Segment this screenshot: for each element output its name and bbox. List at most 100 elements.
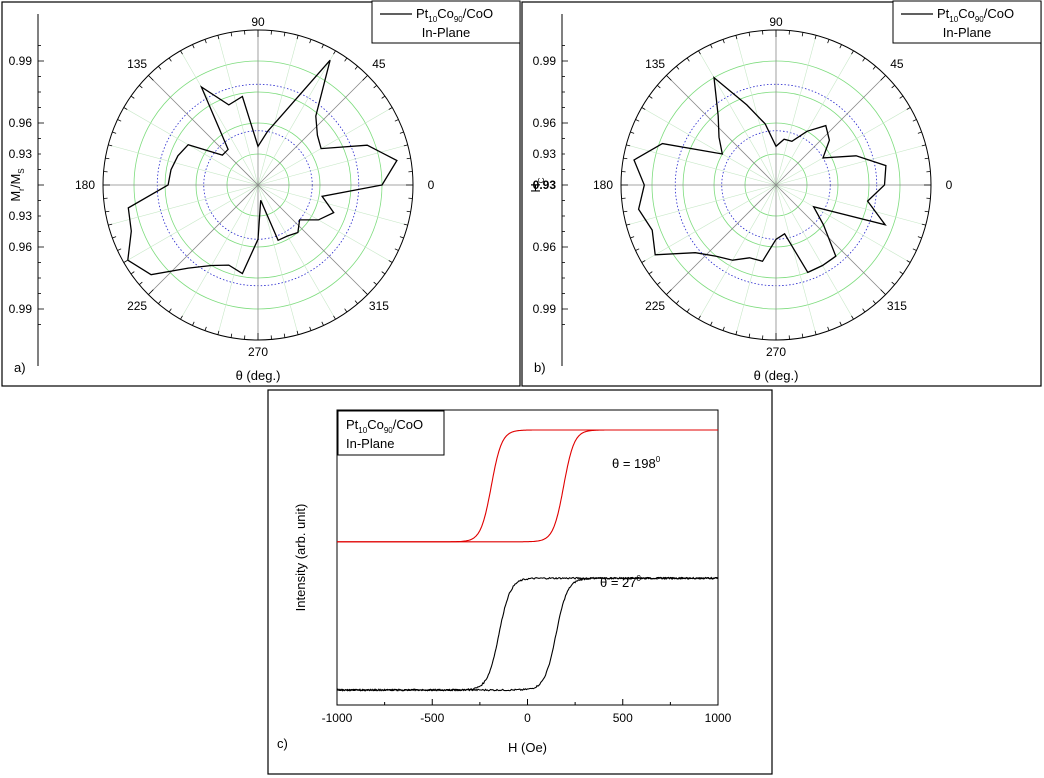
panel-label: b)	[534, 360, 546, 375]
angle-tick	[626, 223, 631, 226]
angle-tick	[296, 35, 299, 40]
angle-tick	[399, 236, 404, 239]
angle-tick	[666, 289, 672, 295]
angle-tick	[130, 95, 135, 99]
angle-tick	[362, 75, 368, 81]
radial-label: 0.93	[9, 147, 33, 161]
grid-spoke-minor	[775, 50, 854, 186]
grid-spoke-minor	[775, 144, 926, 186]
angle-tick	[921, 144, 926, 147]
angle-tick	[924, 157, 929, 160]
angle-tick	[899, 271, 904, 275]
angle-tick	[722, 39, 725, 44]
panel-frame	[521, 1, 1042, 387]
radial-label: 0.96	[9, 116, 33, 130]
grid-spoke-minor	[257, 50, 336, 186]
angle-tick	[204, 39, 207, 44]
angle-tick	[394, 119, 399, 122]
angle-tick	[814, 35, 817, 40]
grid-spoke-minor	[626, 144, 777, 186]
grid-spoke	[775, 184, 886, 295]
x-tick-label: 1000	[705, 711, 732, 725]
panel-frame	[1, 1, 521, 387]
angle-tick	[354, 300, 358, 304]
legend-box	[892, 0, 1042, 44]
angle-tick	[123, 260, 128, 263]
grid-spoke-minor	[217, 184, 259, 335]
legend-compound: Pt10Co90/CoO	[346, 417, 423, 435]
angle-tick	[735, 35, 738, 40]
angle-tick	[105, 210, 110, 213]
grid-spoke	[775, 75, 886, 186]
x-tick-label: 0	[524, 711, 531, 725]
angle-tick	[139, 281, 143, 285]
angle-label-270: 270	[766, 345, 786, 359]
angle-tick	[180, 315, 183, 320]
angle-tick	[827, 326, 830, 331]
radial-label: 0.99	[9, 54, 33, 68]
angle-tick	[403, 144, 408, 147]
angle-tick	[108, 144, 113, 147]
data-trace	[633, 76, 887, 274]
angle-tick	[192, 44, 195, 49]
angle-tick	[748, 32, 751, 37]
angle-tick	[217, 330, 220, 335]
legend-condition: In-Plane	[943, 25, 991, 40]
series-1-branch-up	[336, 576, 719, 692]
angle-tick	[388, 260, 393, 263]
angle-label-0: 0	[946, 178, 953, 192]
grid-spoke-minor	[217, 35, 259, 186]
ylabel: Intensity (arb. unit)	[293, 504, 308, 612]
legend-compound: Pt10Co90/CoO	[937, 6, 1014, 24]
angle-tick	[217, 35, 220, 40]
angle-tick	[657, 85, 661, 89]
grid-spoke	[257, 184, 368, 295]
angle-tick	[630, 131, 635, 134]
angle-label-90: 90	[769, 15, 783, 29]
angle-tick	[641, 107, 646, 110]
radial-label: 0.93	[533, 147, 557, 161]
angle-tick	[399, 131, 404, 134]
grid-spoke-minor	[775, 107, 911, 186]
angle-tick	[283, 333, 286, 338]
angle-tick	[112, 236, 117, 239]
grid-spoke-minor	[123, 184, 259, 263]
xlabel: H (Oe)	[508, 740, 547, 755]
grid-spoke-minor	[257, 184, 408, 226]
radial-label: 0.96	[533, 116, 557, 130]
grid-spoke-minor	[180, 184, 259, 320]
grid-spoke-minor	[123, 107, 259, 186]
angle-tick	[230, 32, 233, 37]
angle-label-0: 0	[428, 178, 435, 192]
grid-spoke	[666, 184, 777, 295]
angle-tick	[657, 281, 661, 285]
angle-tick	[381, 95, 386, 99]
xlabel: θ (deg.)	[236, 368, 281, 383]
angle-tick	[917, 236, 922, 239]
center-label-180: 180	[593, 178, 613, 192]
series-label-0: θ = 1980	[612, 455, 661, 471]
grid-spoke-minor	[108, 144, 259, 186]
xlabel: θ (deg.)	[754, 368, 799, 383]
polar-panel-0: 90 45 0 315 270 225 135 0.99 0.96 0.93 0.93 0.96 0.9…	[1, 0, 521, 387]
grid-spoke-minor	[735, 35, 777, 186]
grid-spoke-minor	[641, 107, 777, 186]
angle-label-45: 45	[890, 57, 904, 71]
angle-tick	[394, 248, 399, 251]
angle-tick	[635, 248, 640, 251]
grid-spoke	[148, 75, 259, 186]
grid-spoke-minor	[698, 50, 777, 186]
angle-tick	[827, 39, 830, 44]
angle-tick	[862, 57, 866, 62]
angle-tick	[641, 260, 646, 263]
angle-tick	[906, 260, 911, 263]
angle-tick	[698, 50, 701, 55]
angle-tick	[924, 210, 929, 213]
angle-tick	[148, 289, 154, 295]
angle-tick	[381, 271, 386, 275]
angle-tick	[851, 315, 854, 320]
angle-tick	[333, 50, 336, 55]
grid-spoke	[148, 184, 259, 295]
angle-tick	[130, 271, 135, 275]
